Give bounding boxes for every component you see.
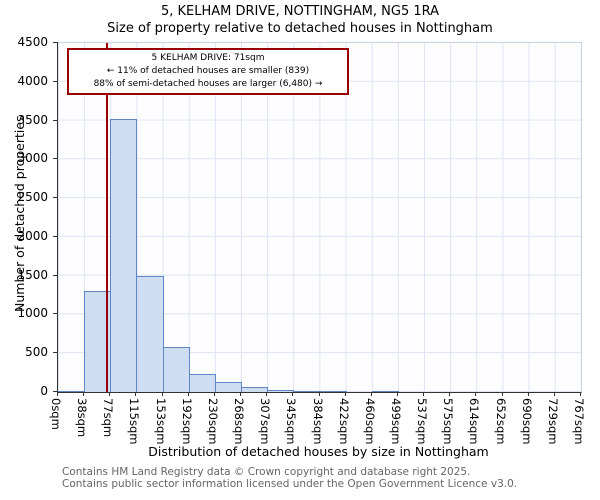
x-tick-label: 729sqm xyxy=(545,398,560,445)
tick-mark xyxy=(266,392,268,396)
chart-subtitle: Size of property relative to detached ho… xyxy=(107,21,493,36)
tick-mark xyxy=(53,80,58,82)
x-tick-label: 77sqm xyxy=(101,398,116,438)
tick-mark xyxy=(109,392,111,396)
x-tick-label: 192sqm xyxy=(179,398,194,445)
x-tick-label: 307sqm xyxy=(258,398,273,445)
x-tick-label: 422sqm xyxy=(336,398,351,445)
tick-mark xyxy=(53,42,58,43)
histogram-bar xyxy=(241,386,269,392)
tick-mark xyxy=(161,392,163,396)
tick-mark xyxy=(57,392,58,396)
y-tick-label: 4000 xyxy=(17,73,48,88)
tick-mark xyxy=(53,119,58,121)
plot-area: 5 KELHAM DRIVE: 71sqm ← 11% of detached … xyxy=(53,42,582,393)
x-tick-label: 0sqm xyxy=(49,398,63,430)
tick-mark xyxy=(396,392,398,396)
x-tick-label: 38sqm xyxy=(75,398,90,438)
footer-line-2: Contains public sector information licen… xyxy=(62,478,518,491)
annotation-box: 5 KELHAM DRIVE: 71sqm ← 11% of detached … xyxy=(67,48,349,96)
x-tick-label: 115sqm xyxy=(127,398,142,445)
x-tick-label: 614sqm xyxy=(467,398,482,445)
x-tick-label: 268sqm xyxy=(232,398,247,445)
tick-mark xyxy=(292,392,294,396)
tick-mark xyxy=(53,274,58,276)
tick-mark xyxy=(344,392,346,396)
attribution-footer: Contains HM Land Registry data © Crown c… xyxy=(62,466,517,490)
x-tick-label: 690sqm xyxy=(519,398,534,445)
histogram-bar xyxy=(162,347,190,392)
tick-mark xyxy=(213,392,215,396)
y-tick-label: 500 xyxy=(25,345,48,360)
tick-mark xyxy=(53,391,58,392)
tick-mark xyxy=(527,392,529,396)
tick-mark xyxy=(53,197,58,199)
tick-mark xyxy=(83,392,85,396)
tick-mark xyxy=(53,313,58,315)
histogram-bar xyxy=(319,391,347,392)
tick-mark xyxy=(580,392,581,396)
histogram-bar xyxy=(371,391,399,392)
annotation-line-3: 88% of semi-detached houses are larger (… xyxy=(93,79,323,90)
tick-mark xyxy=(53,352,58,354)
y-tick-label: 2000 xyxy=(17,228,48,243)
chart-title: 5, KELHAM DRIVE, NOTTINGHAM, NG5 1RA xyxy=(160,4,440,19)
x-tick-label: 652sqm xyxy=(493,398,508,445)
footer-line-1: Contains HM Land Registry data © Crown c… xyxy=(62,466,471,478)
tick-mark xyxy=(240,392,242,396)
x-tick-label: 767sqm xyxy=(572,398,586,445)
tick-mark xyxy=(318,392,320,396)
histogram-bar xyxy=(188,374,216,392)
x-tick-label: 575sqm xyxy=(441,398,456,445)
x-tick-label: 345sqm xyxy=(284,398,299,445)
tick-mark xyxy=(135,392,137,396)
x-tick-label: 537sqm xyxy=(415,398,430,445)
tick-mark xyxy=(501,392,503,396)
annotation-line-1: 5 KELHAM DRIVE: 71sqm xyxy=(151,53,265,63)
y-tick-label: 4500 xyxy=(17,35,48,49)
histogram-bar xyxy=(214,382,243,392)
tick-mark xyxy=(423,392,425,396)
x-tick-label: 384sqm xyxy=(310,398,325,445)
annotation-line-2: ← 11% of detached houses are smaller (83… xyxy=(106,66,310,77)
tick-mark xyxy=(370,392,372,396)
x-axis-title: Distribution of detached houses by size … xyxy=(148,444,489,459)
tick-mark xyxy=(475,392,477,396)
y-tick-label: 3000 xyxy=(17,151,48,166)
histogram-bar xyxy=(110,119,138,392)
x-tick-label: 499sqm xyxy=(388,398,403,445)
x-tick-label: 460sqm xyxy=(362,398,377,445)
tick-mark xyxy=(53,235,58,237)
tick-mark xyxy=(553,392,555,396)
y-tick-label: 1000 xyxy=(17,306,48,321)
y-tick-label: 1500 xyxy=(17,267,48,282)
y-tick-label: 0 xyxy=(40,384,48,398)
x-tick-label: 153sqm xyxy=(153,398,168,445)
y-tick-label: 3500 xyxy=(17,112,48,127)
y-tick-label: 2500 xyxy=(17,190,48,205)
x-tick-label: 230sqm xyxy=(205,398,220,445)
tick-mark xyxy=(449,392,451,396)
x-axis-labels: 0sqm 38sqm 77sqm 115sqm 153sqm 192sqm 230sqm 26… xyxy=(49,392,586,445)
y-axis-labels: 0 500 1000 1500 2000 2500 3000 3500 4000 4500 xyxy=(0,35,52,398)
tick-mark xyxy=(187,392,189,396)
tick-mark xyxy=(53,158,58,160)
property-size-marker-line xyxy=(106,43,109,392)
histogram-bar xyxy=(136,276,164,392)
